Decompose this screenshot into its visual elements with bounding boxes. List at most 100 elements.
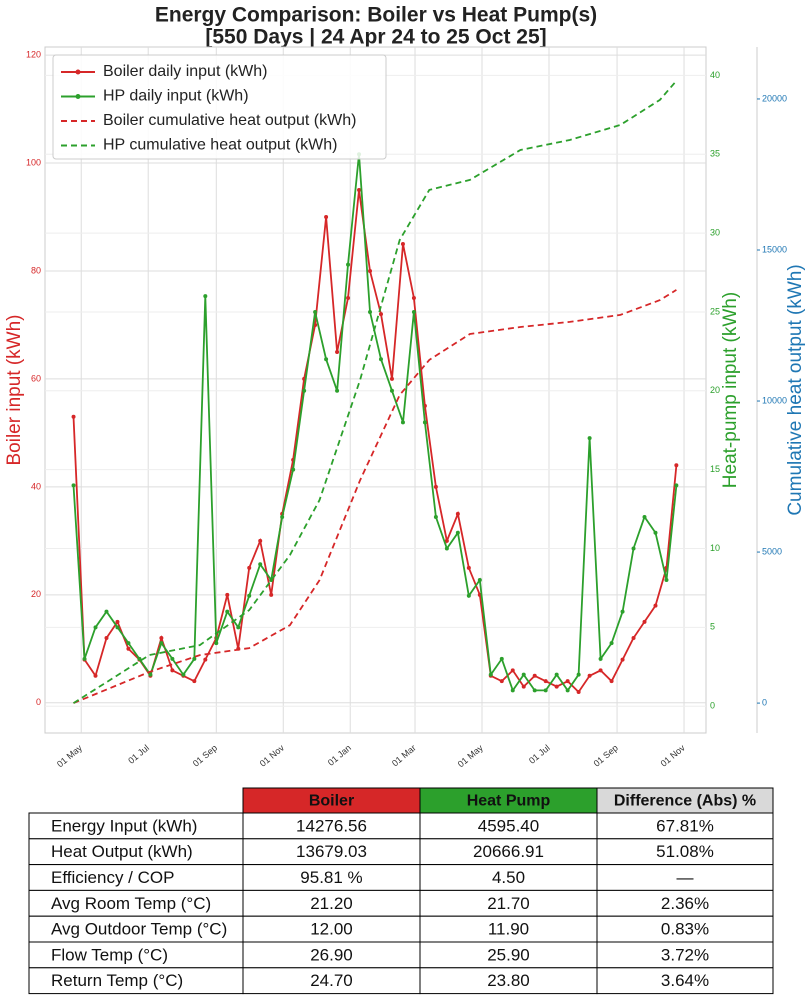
legend-label: HP cumulative heat output (kWh) — [103, 137, 337, 154]
data-point — [368, 268, 373, 273]
data-point — [313, 309, 318, 314]
data-point — [170, 656, 175, 661]
table-cell-text: Heat Output (kWh) — [51, 842, 193, 861]
data-point — [203, 657, 208, 662]
data-point — [148, 672, 153, 677]
y2-tick-label: 35 — [710, 149, 720, 159]
data-point — [93, 625, 98, 630]
data-point — [543, 679, 548, 684]
data-point — [192, 679, 197, 684]
data-point — [488, 672, 493, 677]
data-point — [104, 609, 109, 614]
table-cell — [242, 838, 421, 866]
x-tick-label: 01 Jan — [326, 743, 353, 768]
table-cell-text: 3.72% — [661, 945, 709, 964]
data-point — [378, 312, 383, 317]
data-point — [71, 483, 76, 488]
data-point — [258, 562, 263, 567]
table-cell-text: 51.08% — [656, 842, 714, 861]
data-point — [532, 673, 537, 678]
data-point — [203, 294, 208, 299]
legend-label: Boiler cumulative heat output (kWh) — [103, 112, 356, 129]
data-point — [82, 656, 87, 661]
x-tick-label: 01 Nov — [258, 742, 287, 768]
data-point — [532, 688, 537, 693]
y-tick-label: 20 — [31, 589, 41, 599]
data-point — [433, 514, 438, 519]
table-cell — [596, 812, 774, 840]
data-point — [302, 388, 307, 393]
data-point — [510, 668, 515, 673]
x-tick-label: 01 Sep — [592, 743, 620, 769]
data-point — [620, 609, 625, 614]
table-header: Difference (Abs) % — [614, 793, 756, 810]
chart-title: Energy Comparison: Boiler vs Heat Pump(s… — [155, 4, 597, 27]
table-cell-text: 0.83% — [661, 920, 709, 939]
data-point — [159, 636, 164, 641]
data-point — [543, 688, 548, 693]
table-cell — [596, 889, 774, 917]
table-cell-text: 12.00 — [310, 920, 353, 939]
data-point — [324, 215, 329, 220]
data-point — [422, 420, 427, 425]
table-cell — [28, 967, 244, 995]
x-tick-label: 01 Mar — [390, 743, 418, 769]
table-cell-text: 14276.56 — [296, 816, 367, 835]
y-tick-label: 40 — [31, 481, 41, 491]
y3-tick-label: 20000 — [762, 93, 787, 103]
data-point — [411, 309, 416, 314]
table-cell-text: 4.50 — [492, 868, 525, 887]
plot-area — [44, 46, 707, 734]
table-header: Boiler — [309, 793, 354, 810]
table-cell-text: Efficiency / COP — [51, 868, 174, 887]
y2-axis-label: Heat-pump input (kWh) — [720, 292, 741, 488]
table-cell-text: Return Temp (°C) — [51, 971, 183, 990]
data-point — [510, 688, 515, 693]
y2-tick-label: 25 — [710, 306, 720, 316]
table-header-cell — [419, 787, 598, 814]
data-point — [466, 593, 471, 598]
y3-tick-label: 15000 — [762, 244, 787, 254]
table-cell — [242, 864, 421, 891]
y2-tick-label: 40 — [710, 70, 720, 80]
table-header-cell — [596, 787, 774, 814]
data-point — [477, 578, 482, 583]
x-tick-label: 01 Jul — [527, 743, 552, 766]
table-cell — [419, 889, 598, 917]
y-tick-label: 100 — [26, 157, 41, 167]
table-cell-text: 26.90 — [310, 945, 353, 964]
data-point — [269, 592, 274, 597]
table-cell — [419, 812, 598, 840]
data-point — [674, 463, 679, 468]
table-cell-text: 24.70 — [310, 971, 353, 990]
legend-box — [52, 54, 387, 160]
y3-tick-label: 10000 — [762, 395, 787, 405]
data-point — [587, 673, 592, 678]
data-point — [609, 679, 614, 684]
table-cell-text: Avg Room Temp (°C) — [51, 894, 211, 913]
y3-axis-label: Cumulative heat output (kWh) — [785, 264, 806, 515]
table-cell-text: 95.81 % — [300, 868, 362, 887]
data-point — [247, 593, 252, 598]
table-cell-text: 20666.91 — [473, 842, 544, 861]
data-point — [346, 295, 351, 300]
y-tick-label: 60 — [31, 373, 41, 383]
data-point — [631, 636, 636, 641]
table-cell — [419, 838, 598, 866]
x-tick-label: 01 Nov — [659, 742, 688, 768]
data-point — [389, 376, 394, 381]
data-point — [346, 262, 351, 267]
data-point — [181, 672, 186, 677]
data-point — [664, 578, 669, 583]
table-header: Heat Pump — [467, 793, 551, 810]
data-point — [653, 603, 658, 608]
data-point — [335, 388, 340, 393]
data-point — [499, 656, 504, 661]
table-cell-text: Energy Input (kWh) — [51, 816, 197, 835]
data-point — [225, 592, 230, 597]
series-line — [73, 289, 677, 704]
legend-marker — [75, 94, 81, 99]
data-point — [236, 625, 241, 630]
table-cell-text: 2.36% — [661, 894, 709, 913]
